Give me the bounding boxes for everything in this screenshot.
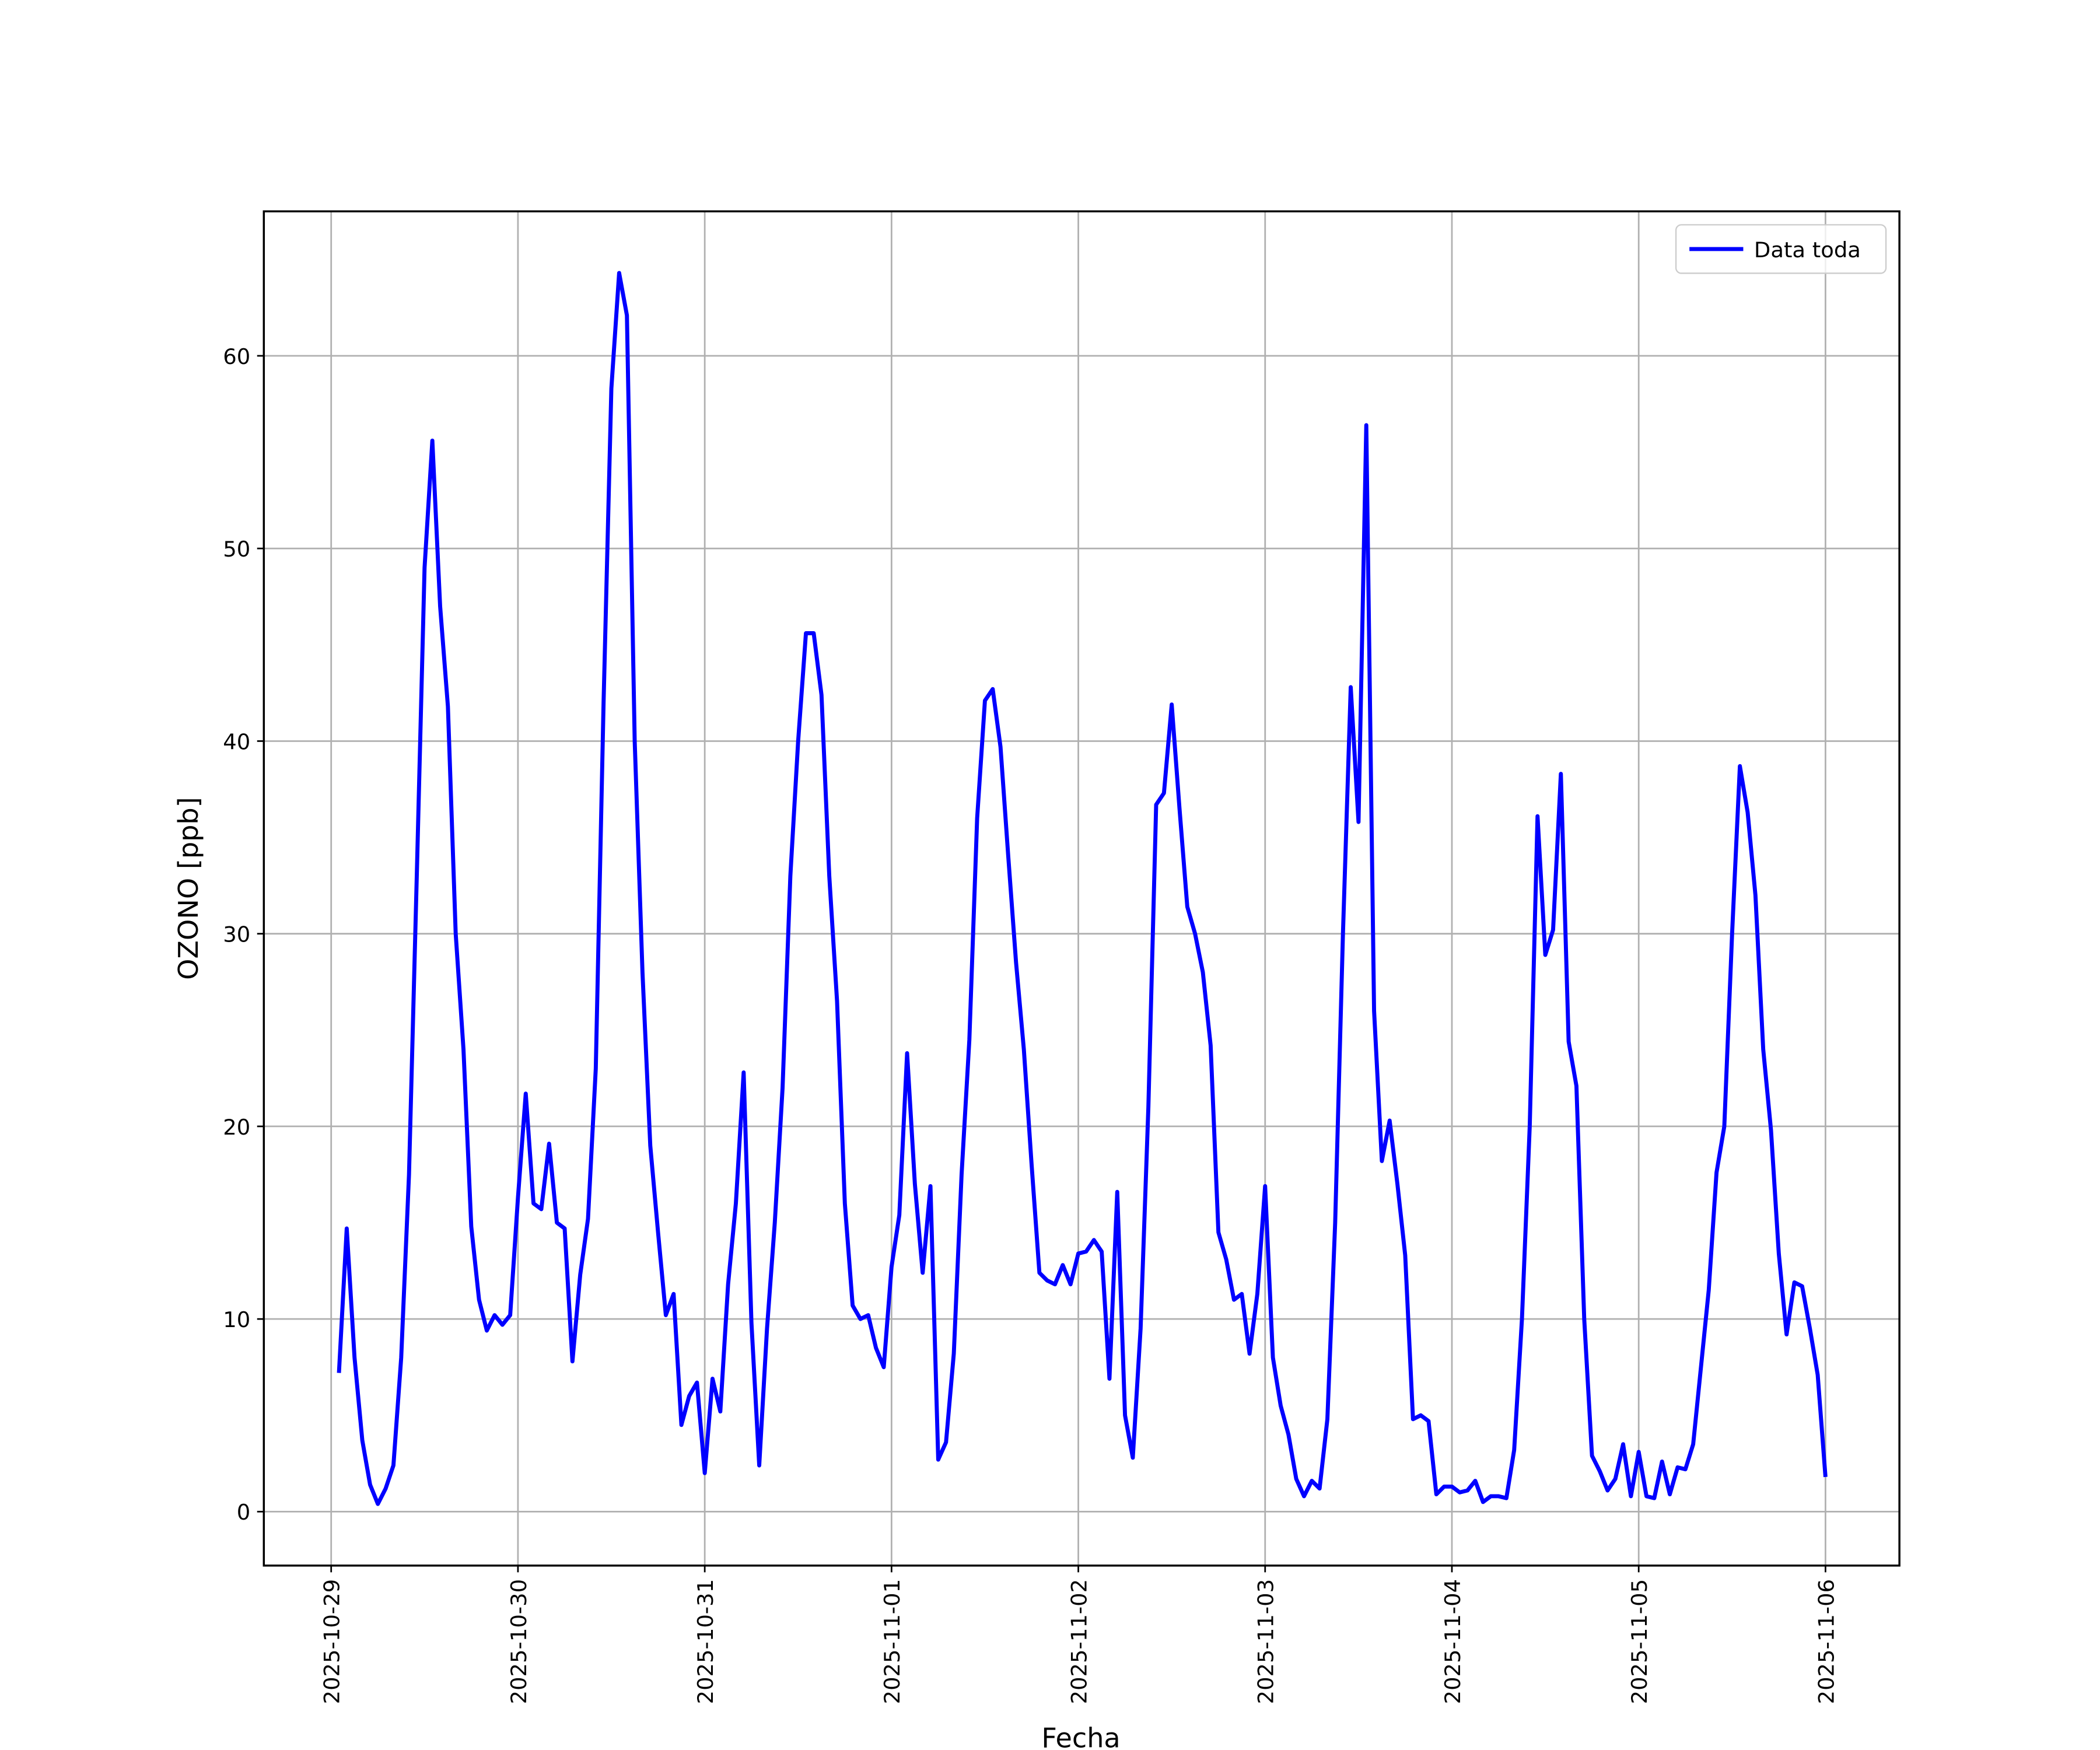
x-tick-label: 2025-10-30 — [506, 1579, 531, 1704]
x-tick-label: 2025-10-31 — [693, 1579, 718, 1704]
legend-label: Data toda — [1754, 237, 1861, 262]
legend-box — [1675, 224, 1887, 274]
y-tick-label: 0 — [237, 1500, 250, 1525]
x-tick-label: 2025-11-04 — [1440, 1579, 1465, 1704]
data-line — [337, 271, 1828, 1506]
plot-frame — [262, 210, 1901, 1567]
y-tick-label: 40 — [223, 729, 250, 754]
y-tick-label: 30 — [223, 922, 250, 947]
x-tick-label: 2025-11-05 — [1627, 1579, 1652, 1704]
y-tick-label: 10 — [223, 1307, 250, 1332]
y-axis-label: OZONO [ppb] — [173, 797, 204, 980]
x-tick-label: 2025-11-02 — [1066, 1579, 1091, 1704]
legend: Data toda — [1675, 224, 1887, 274]
x-tick-label: 2025-11-03 — [1254, 1579, 1279, 1704]
y-tick-label: 50 — [223, 537, 250, 562]
x-tick-label: 2025-10-29 — [320, 1579, 345, 1704]
y-tick-label: 20 — [223, 1115, 250, 1140]
x-tick-label: 2025-11-06 — [1814, 1579, 1839, 1704]
x-axis-label: Fecha — [1041, 1722, 1120, 1750]
y-tick-label: 60 — [223, 344, 250, 369]
x-tick-label: 2025-11-01 — [880, 1579, 905, 1704]
